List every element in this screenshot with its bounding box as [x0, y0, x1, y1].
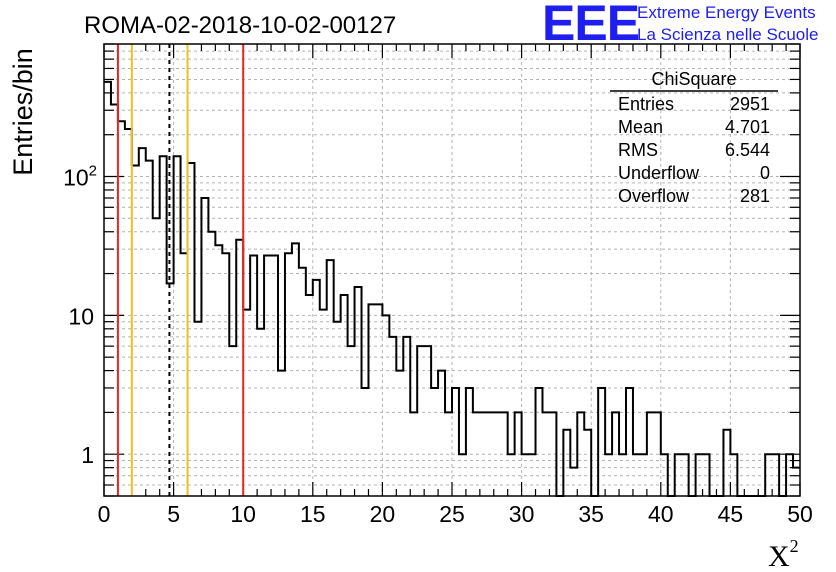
x-tick-label: 50 — [787, 501, 813, 527]
x-axis-title-base: X — [768, 540, 790, 572]
x-tick-label: 30 — [509, 501, 535, 527]
x-tick-label: 5 — [167, 501, 180, 527]
stats-row-label: RMS — [618, 140, 658, 160]
stats-row-value: 4.701 — [725, 117, 770, 137]
stats-row-label: Entries — [618, 94, 674, 114]
histogram-outline — [104, 80, 800, 497]
x-tick-label: 35 — [578, 501, 604, 527]
logo-line-2: La Scienza nelle Scuole — [637, 25, 818, 44]
x-tick-label: 10 — [230, 501, 256, 527]
x-tick-labels: 0 5 10 15 20 25 30 35 40 45 50 — [98, 501, 813, 527]
chart-title: ROMA-02-2018-10-02-00127 — [84, 12, 396, 39]
eee-logo: EEE Extreme Energy Events La Scienza nel… — [542, 0, 818, 51]
plot-frame — [103, 43, 801, 497]
marker-lines — [116, 44, 245, 496]
y-axis-title: Entries/bin — [8, 48, 38, 176]
stats-row-label: Underflow — [618, 163, 700, 183]
x-tick-label: 0 — [98, 501, 111, 527]
stats-title: ChiSquare — [651, 69, 736, 89]
stats-rows: Entries 2951 Mean 4.701 RMS 6.544 Underflow 0 Ov… — [618, 94, 770, 206]
stats-row-label: Overflow — [618, 186, 690, 206]
stats-row-value: 281 — [740, 186, 770, 206]
y-tick-labels: 1 10 102 — [63, 162, 97, 468]
x-tick-label: 15 — [300, 501, 326, 527]
stats-row-value: 0 — [760, 163, 770, 183]
x-axis-title-superscript: 2 — [790, 536, 799, 556]
x-tick-label: 25 — [439, 501, 465, 527]
stats-box: ChiSquare Entries 2951 Mean 4.701 RMS 6.544 Un… — [610, 69, 778, 206]
y-tick-label: 102 — [63, 162, 97, 190]
y-tick-label: 10 — [68, 303, 94, 329]
y-tick-label: 1 — [81, 442, 94, 468]
stats-row-value: 6.544 — [725, 140, 770, 160]
x-tick-label: 20 — [370, 501, 396, 527]
x-tick-label: 40 — [648, 501, 674, 527]
stats-row-value: 2951 — [730, 94, 770, 114]
x-axis-title: X2 — [768, 536, 799, 572]
logo-mark: EEE — [542, 0, 639, 51]
grid — [104, 43, 800, 497]
stats-row-label: Mean — [618, 117, 663, 137]
x-tick-label: 45 — [718, 501, 744, 527]
logo-line-1: Extreme Energy Events — [637, 3, 816, 22]
